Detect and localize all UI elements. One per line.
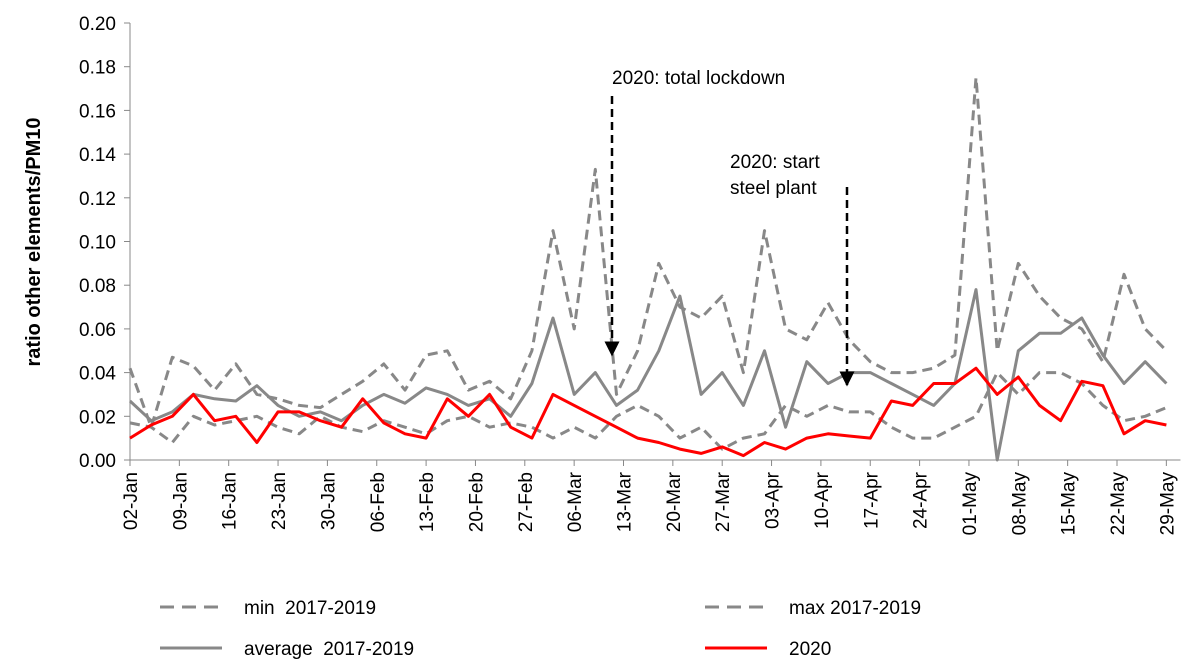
x-tick-label: 06-Feb: [368, 472, 389, 532]
legend-label: max 2017-2019: [789, 598, 921, 619]
series-line: [128, 288, 1168, 462]
x-tick-label: 15-May: [1059, 472, 1080, 536]
x-tick-label: 16-Jan: [220, 472, 241, 530]
y-tick-label: 0.16: [79, 101, 116, 122]
x-tick-label: 22-May: [1108, 472, 1129, 536]
x-tick-label: 20-Feb: [466, 472, 487, 532]
x-tick-label: 27-Mar: [713, 471, 734, 532]
y-tick-label: 0.06: [79, 320, 116, 341]
series-line: [129, 371, 1167, 451]
series-line: [128, 76, 1168, 429]
x-tick-label: 23-Jan: [269, 472, 290, 530]
legend-label: 2020: [789, 639, 831, 660]
y-tick-label: 0.20: [79, 14, 116, 35]
x-tick-label: 13-Feb: [417, 472, 438, 532]
x-tick-label: 27-Feb: [516, 472, 537, 532]
x-tick-label: 10-Apr: [812, 471, 833, 529]
annotation-text: 2020: total lockdown: [612, 68, 785, 89]
y-tick-label: 0.04: [79, 364, 116, 385]
x-tick-label: 24-Apr: [911, 471, 932, 529]
y-tick-label: 0.18: [79, 58, 116, 79]
x-tick-label: 01-May: [960, 472, 981, 536]
x-tick-label: 13-Mar: [615, 471, 636, 532]
x-tick-label: 29-May: [1157, 472, 1178, 536]
annotation-text: steel plant: [730, 178, 817, 199]
x-tick-label: 17-Apr: [861, 471, 882, 529]
y-axis-label: ratio other elements/PM10: [23, 118, 45, 367]
annotation-text: 2020: start: [730, 152, 820, 173]
x-tick-label: 09-Jan: [170, 472, 191, 530]
x-tick-label: 20-Mar: [664, 471, 685, 532]
y-tick-label: 0.10: [79, 233, 116, 254]
x-tick-label: 03-Apr: [763, 471, 784, 529]
y-tick-label: 0.12: [79, 189, 116, 210]
x-tick-label: 02-Jan: [121, 472, 142, 530]
series-line: [129, 366, 1167, 458]
y-tick-label: 0.14: [79, 145, 116, 166]
legend-label: average 2017-2019: [244, 639, 414, 660]
x-tick-label: 08-May: [1009, 472, 1030, 536]
y-tick-label: 0.08: [79, 276, 116, 297]
legend-label: min 2017-2019: [244, 598, 376, 619]
y-tick-label: 0.00: [79, 451, 116, 472]
y-tick-label: 0.02: [79, 407, 116, 428]
x-tick-label: 30-Jan: [318, 472, 339, 530]
x-tick-label: 06-Mar: [565, 471, 586, 532]
